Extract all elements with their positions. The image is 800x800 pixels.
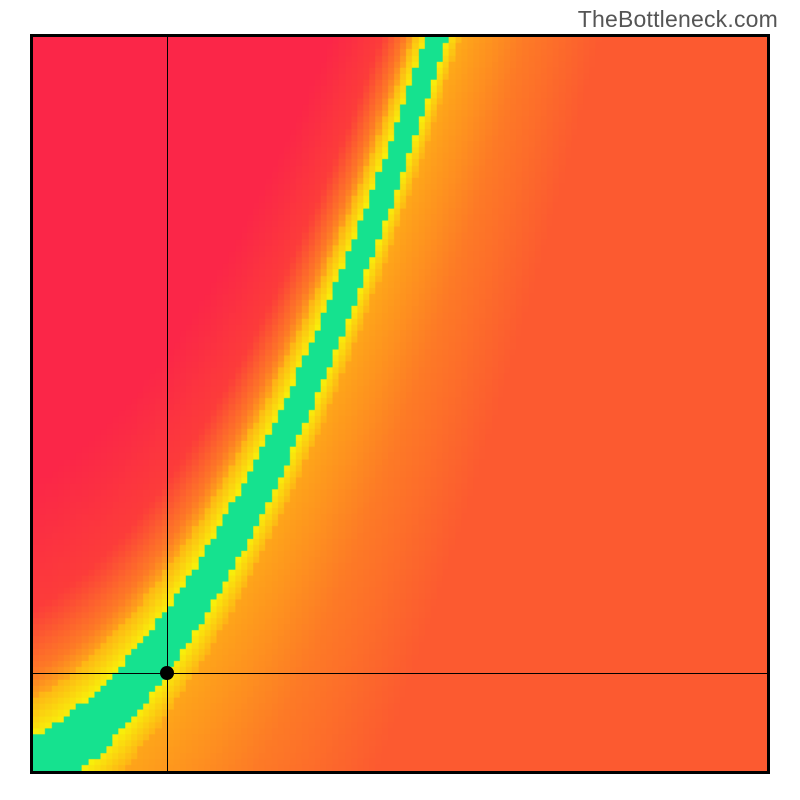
crosshair-vertical	[167, 37, 168, 771]
watermark-text: TheBottleneck.com	[578, 6, 778, 33]
heatmap-frame	[30, 34, 770, 774]
heatmap-canvas	[33, 37, 767, 771]
crosshair-horizontal	[33, 673, 767, 674]
selection-marker[interactable]	[160, 666, 174, 680]
